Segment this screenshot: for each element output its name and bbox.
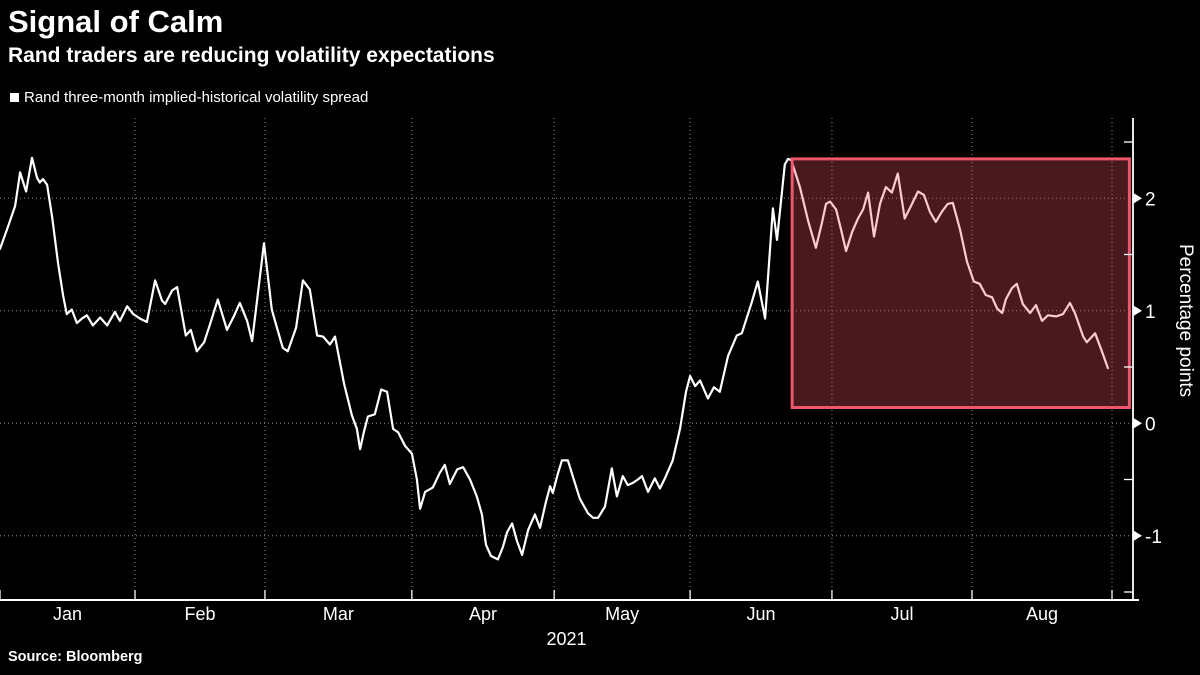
y-tick-label: -1: [1145, 527, 1162, 548]
x-tick-label: Jan: [53, 604, 82, 624]
x-tick-label: Mar: [323, 604, 354, 624]
x-tick-label: Aug: [1026, 604, 1058, 624]
y-tick-label: 2: [1145, 189, 1156, 210]
y-major-tick-arrow: [1133, 530, 1142, 542]
x-tick-label: May: [605, 604, 639, 624]
y-major-tick-arrow: [1133, 192, 1142, 204]
x-tick-label: Feb: [184, 604, 215, 624]
y-tick-label: 0: [1145, 414, 1156, 435]
legend-marker-icon: [10, 93, 19, 102]
highlight-region: [790, 157, 1131, 409]
y-tick-label: 1: [1145, 302, 1156, 323]
legend-label: Rand three-month implied-historical vola…: [24, 89, 369, 106]
chart-subtitle: Rand traders are reducing volatility exp…: [8, 44, 495, 67]
x-tick-label: Jul: [890, 604, 913, 624]
y-axis-title: Percentage points: [1175, 244, 1196, 398]
y-major-tick-arrow: [1133, 417, 1142, 429]
legend: Rand three-month implied-historical vola…: [10, 89, 368, 106]
series-line: [0, 156, 1110, 561]
x-axis-year-label: 2021: [546, 629, 586, 649]
chart-title: Signal of Calm: [8, 4, 224, 39]
y-major-tick-arrow: [1133, 305, 1142, 317]
x-tick-label: Apr: [469, 604, 497, 624]
x-tick-label: Jun: [746, 604, 775, 624]
source-credit: Source: Bloomberg: [8, 649, 143, 665]
